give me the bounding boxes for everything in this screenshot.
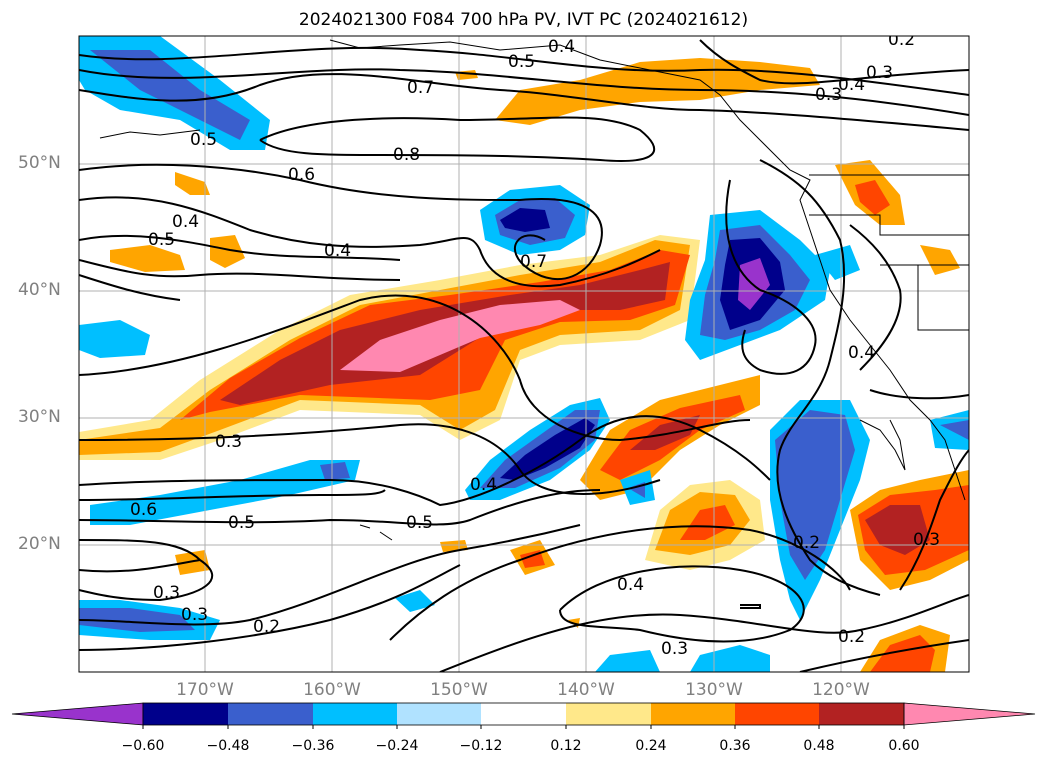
contour-label: 0.2 [793,533,820,553]
colorbar-tick-label: 0.24 [635,738,667,754]
contour-label: 0.3 [815,85,842,105]
contour-label: 0.4 [172,212,199,232]
colorbar-tick-label: 0.36 [719,738,751,754]
contour-labels: 0.4 0.5 0.7 0.8 0.6 0.5 0.4 0.5 0.4 0.7 … [130,30,940,659]
contour-label: 0.2 [253,617,280,637]
colorbar-tick-label: −0.48 [206,738,250,754]
contour-label: 0.5 [228,513,255,533]
lat-label: 30°N [18,407,61,427]
contour-label: 0.5 [148,230,175,250]
contour-label: 0.7 [520,252,547,272]
contour-label: 0.7 [407,78,434,98]
contour-label: 0.4 [838,75,865,95]
graticule [79,36,969,672]
lat-label: 50°N [18,153,61,173]
contour-label: 0.6 [130,500,157,520]
lon-label: 160°W [303,680,361,700]
contour-label: 0.4 [548,37,575,57]
colorbar-tick-label: −0.60 [121,738,165,754]
coastlines [99,39,969,541]
contour-label: 0.4 [848,343,875,363]
contour-label: 0.2 [838,627,865,647]
contour-label: 0.8 [393,145,420,165]
contour-label: 0.5 [190,130,217,150]
contour-label: 0.3 [661,639,688,659]
lon-label: 140°W [557,680,615,700]
contour-label: 0.2 [888,30,915,50]
lat-label: 20°N [18,534,61,554]
colorbar-tick-label: 0.48 [803,738,835,754]
contour-label: 0.5 [406,513,433,533]
map-frame [78,35,970,673]
contour-label: 0.3 [181,605,208,625]
map-title: 2024021300 F084 700 hPa PV, IVT PC (2024… [298,10,749,30]
pv-contours [79,39,969,672]
lon-label: 170°W [176,680,234,700]
contour-label: 0.4 [324,241,351,261]
contour-label: 0.3 [913,530,940,550]
colorbar-tick-label: −0.36 [291,738,335,754]
contour-label: 0.6 [288,165,315,185]
colorbar [11,702,1036,729]
lon-label: 150°W [430,680,488,700]
colorbar-tick-label: 0.60 [888,738,920,754]
contour-label: 0.4 [617,575,644,595]
colorbar-tick-label: 0.12 [550,738,582,754]
contour-label: 0.3 [215,432,242,452]
colorbar-tick-label: −0.24 [375,738,419,754]
contour-label: 0.3 [153,583,180,603]
contour-label: 0.4 [470,475,497,495]
lat-label: 40°N [18,280,61,300]
lon-label: 120°W [812,680,870,700]
contour-label: 0.3 [866,63,893,83]
colorbar-tick-label: −0.12 [459,738,503,754]
lon-label: 130°W [685,680,743,700]
contour-label: 0.5 [508,52,535,72]
